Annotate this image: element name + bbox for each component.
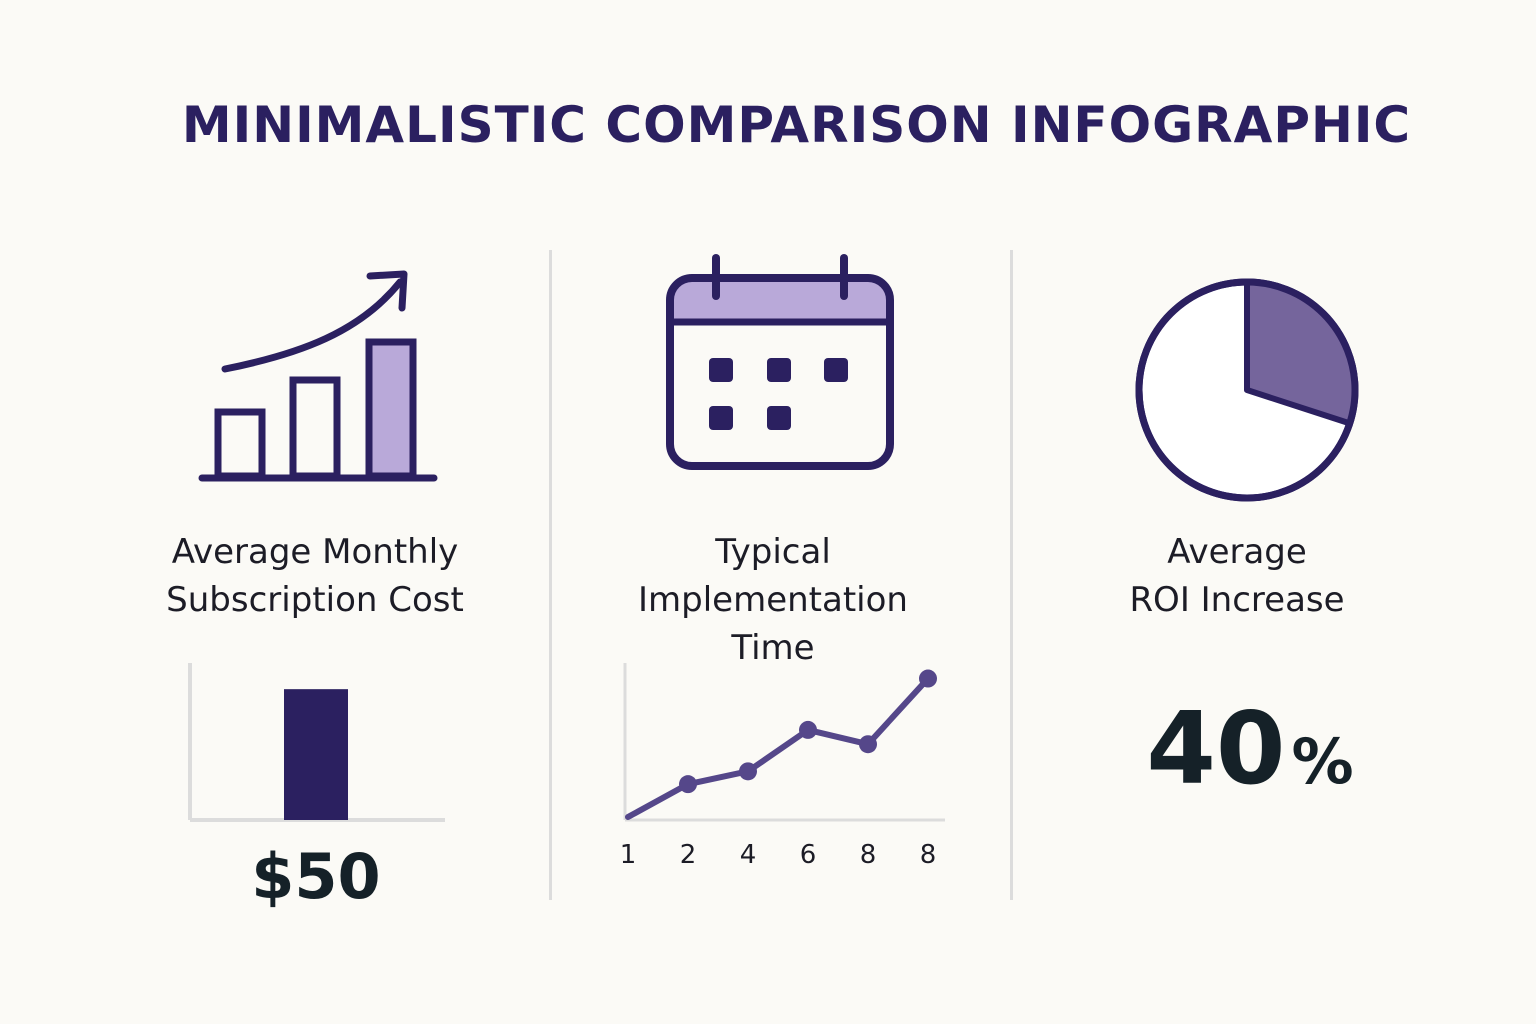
divider-left	[549, 250, 552, 900]
roi-number: 40	[1146, 690, 1286, 807]
calendar-frame	[666, 274, 894, 470]
label-implementation-time: Typical Implementation Time	[563, 528, 983, 672]
icon-trend-arrow	[221, 278, 404, 373]
growth-bar-chart-icon	[190, 262, 450, 492]
roi-unit: %	[1291, 725, 1354, 798]
bar	[284, 689, 348, 820]
label-line: Typical	[715, 532, 831, 572]
label-line: Implementation	[638, 580, 908, 620]
x-tick-label: 6	[800, 840, 817, 870]
calendar-icon	[660, 250, 900, 475]
label-line: Average	[1167, 532, 1307, 572]
divider-right	[1010, 250, 1013, 900]
icon-arrow-head	[366, 270, 408, 312]
data-point	[799, 720, 817, 739]
label-line: Average Monthly	[171, 532, 459, 572]
calendar-day	[767, 358, 791, 382]
calendar-day	[709, 406, 733, 430]
x-tick-label: 1	[620, 840, 637, 870]
calendar-header	[670, 278, 890, 322]
label-line: ROI Increase	[1129, 580, 1345, 620]
implementation-time-line-chart: 1 2 4 6 8 8	[600, 655, 960, 885]
label-line: Subscription Cost	[166, 580, 464, 620]
icon-bar-small	[214, 408, 266, 480]
icon-bar-medium	[289, 376, 341, 480]
label-line: Time	[731, 628, 815, 668]
calendar-day	[767, 406, 791, 430]
label-roi-increase: Average ROI Increase	[1027, 528, 1447, 624]
data-point	[739, 762, 757, 781]
data-point	[919, 669, 937, 688]
x-tick-label: 8	[920, 840, 937, 870]
x-tick-label: 2	[680, 840, 697, 870]
roi-value: 40%	[1120, 690, 1380, 807]
series-line	[625, 675, 931, 820]
x-tick-label: 8	[860, 840, 877, 870]
calendar-day	[709, 358, 733, 382]
data-point	[679, 775, 697, 794]
calendar-day	[824, 358, 848, 382]
subscription-cost-value: $50	[251, 840, 381, 913]
subscription-cost-bar-chart	[180, 655, 455, 830]
pie-outline	[1135, 278, 1359, 502]
data-point	[859, 735, 877, 754]
label-subscription-cost: Average Monthly Subscription Cost	[105, 528, 525, 624]
icon-bar-tall	[365, 338, 417, 480]
x-tick-label: 4	[740, 840, 757, 870]
page-title: MINIMALISTIC COMPARISON INFOGRAPHIC	[181, 96, 1412, 154]
pie-chart-icon	[1125, 270, 1370, 510]
